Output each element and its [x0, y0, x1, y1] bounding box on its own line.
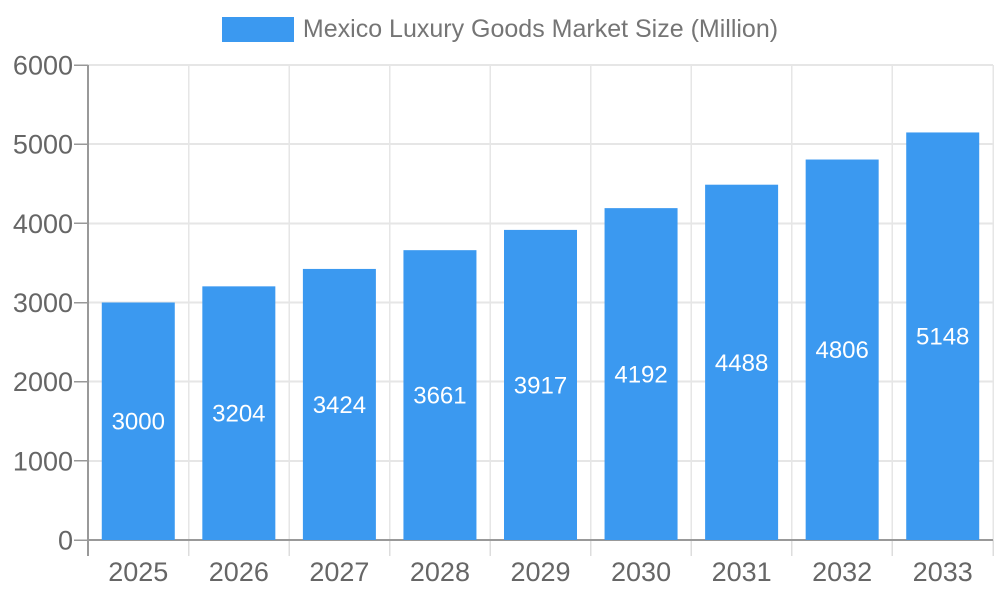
x-axis-label: 2025	[108, 557, 168, 587]
bar-value-label: 3000	[112, 409, 165, 436]
bar-value-label: 3661	[413, 382, 466, 409]
legend-swatch	[221, 17, 294, 42]
x-axis-label: 2028	[410, 557, 470, 587]
x-axis-label: 2032	[812, 557, 872, 587]
bar-value-label: 3204	[212, 401, 265, 428]
bar-2032[interactable]	[805, 159, 879, 540]
x-axis-label: 2031	[712, 557, 772, 587]
bar-2028[interactable]	[403, 250, 477, 540]
bar-value-label: 5148	[916, 324, 969, 351]
x-axis-label: 2029	[510, 557, 570, 587]
bar-2033[interactable]	[906, 132, 980, 540]
x-axis-label: 2026	[209, 557, 269, 587]
x-axis-label: 2030	[611, 557, 671, 587]
x-axis-label: 2027	[309, 557, 369, 587]
bar-value-label: 3917	[514, 372, 567, 399]
bar-2025[interactable]	[101, 302, 175, 541]
y-axis-label: 0	[58, 525, 73, 555]
bar-2026[interactable]	[202, 286, 276, 540]
y-axis-label: 3000	[13, 288, 73, 318]
legend-label: Mexico Luxury Goods Market Size (Million…	[302, 15, 779, 43]
bar-value-label: 4488	[715, 350, 768, 377]
y-axis-label: 2000	[13, 367, 73, 397]
y-axis-label: 1000	[13, 446, 73, 476]
y-axis-label: 5000	[13, 130, 73, 160]
bar-2027[interactable]	[302, 268, 376, 540]
bar-2029[interactable]	[504, 229, 577, 540]
bar-value-label: 4806	[815, 337, 868, 364]
legend-item[interactable]: Mexico Luxury Goods Market Size (Million…	[0, 17, 1000, 42]
bar-value-label: 3424	[313, 392, 366, 419]
bar-2031[interactable]	[705, 184, 779, 540]
bar-2030[interactable]	[604, 208, 678, 540]
y-axis-label: 4000	[13, 209, 73, 239]
x-axis-label: 2033	[913, 557, 973, 587]
bar-value-label: 4192	[614, 361, 667, 388]
y-axis-label: 6000	[13, 50, 73, 80]
